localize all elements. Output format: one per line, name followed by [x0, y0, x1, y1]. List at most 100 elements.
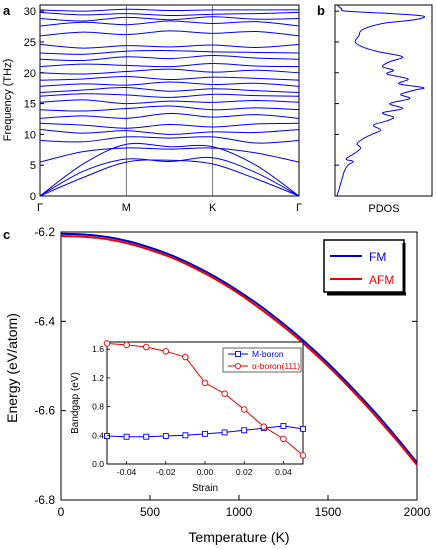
- panel-c-legend: FM AFM: [323, 239, 406, 296]
- panel-label-a: a: [3, 3, 11, 18]
- panel-label-b: b: [317, 3, 325, 18]
- phonon-band: [39, 136, 300, 144]
- phonon-band: [39, 142, 300, 197]
- energy-curve-afm: [60, 235, 418, 466]
- x-tick-label: 2000: [404, 505, 431, 519]
- phonon-band: [39, 81, 300, 87]
- phonon-band: [39, 50, 300, 55]
- inset-marker-square: [182, 432, 189, 439]
- inset-marker-circle: [240, 406, 248, 413]
- inset-marker-circle: [201, 379, 209, 387]
- inset-y-axis-label: Bandgap (eV): [70, 372, 81, 434]
- phonon-band: [39, 75, 300, 81]
- inset-marker-circle: [162, 348, 170, 355]
- inset-legend-label-m-boron: M-boron: [252, 349, 284, 359]
- inset-marker-square: [162, 433, 169, 439]
- panel-b-frame: [334, 4, 433, 197]
- x-tick-label: 500: [140, 505, 160, 519]
- x-tick-label: Γ: [37, 202, 43, 214]
- phonon-band: [39, 112, 300, 119]
- phonon-band: [39, 87, 300, 93]
- inset-x-tick-label: 0.00: [197, 467, 214, 477]
- inset-marker-square: [202, 430, 208, 437]
- y-tick-label: -6.6: [34, 404, 55, 418]
- x-tick-label: K: [209, 202, 217, 214]
- inset-marker-circle: [103, 340, 111, 347]
- inset-marker-square: [241, 427, 248, 434]
- y-tick-label: 25: [24, 37, 36, 49]
- phonon-band: [39, 99, 300, 105]
- phonon-band: [39, 128, 300, 135]
- phonon-band: [39, 11, 300, 16]
- inset-marker-circle: [280, 435, 287, 443]
- inset-marker-square: [143, 433, 150, 440]
- inset-legend-label-alpha-boron: α-boron(111): [252, 361, 300, 371]
- x-tick-label: M: [122, 202, 131, 214]
- phonon-band: [39, 156, 300, 197]
- inset-legend: M-boron α-boron(111): [222, 347, 302, 373]
- inset-y-tick-label: 1.6: [92, 344, 104, 354]
- phonon-band: [39, 147, 300, 163]
- y-tick-label: 20: [24, 68, 36, 80]
- inset-legend-marker: [235, 351, 241, 357]
- inset-marker-square: [123, 433, 130, 440]
- y-tick-label: -6.4: [34, 314, 55, 328]
- phonon-band: [39, 93, 300, 98]
- panel-c: -6.8 -6.6 -6.4 -6.2 0 500 1000 1500 2000 Temper…: [4, 225, 431, 545]
- phonon-band: [39, 55, 300, 62]
- inset-y-tick-label: 0.4: [92, 430, 104, 440]
- phonon-band: [39, 63, 300, 68]
- phonon-band: [39, 8, 300, 12]
- inset-marker-square: [221, 429, 228, 436]
- panel-c-x-axis-label: Temperature (K): [188, 529, 289, 545]
- panel-a-frame: [39, 4, 300, 197]
- phonon-band: [39, 43, 300, 49]
- panel-a: 0 5 10 15 20 25 30 Γ M K Γ Frequency (THz): [2, 4, 339, 214]
- panel-c-y-axis-label: Energy (eV/atom): [4, 313, 20, 423]
- phonon-band: [39, 16, 300, 22]
- y-tick-label: 30: [24, 6, 36, 18]
- pdos-curve: [336, 4, 426, 197]
- inset-marker-square: [280, 423, 287, 429]
- phonon-band: [39, 20, 300, 27]
- x-tick-label: 1500: [315, 505, 342, 519]
- phonon-band: [39, 30, 300, 37]
- legend-label-afm: AFM: [369, 273, 394, 287]
- panel-label-c: c: [3, 227, 10, 242]
- x-tick-label: 1000: [226, 505, 253, 519]
- inset-chart: 0.0 0.4 0.8 1.2 1.6 -0.04 -0.02 0.00 0.02 0.04 S…: [70, 340, 307, 494]
- inset-marker-circle: [142, 343, 150, 351]
- panel-a-y-axis-label: Frequency (THz): [2, 59, 14, 142]
- inset-x-tick-label: 0.04: [275, 467, 292, 477]
- inset-y-tick-label: 0.0: [92, 459, 104, 469]
- x-tick-label: Γ: [296, 202, 302, 214]
- x-tick-label: 0: [58, 505, 65, 519]
- inset-x-tick-label: -0.04: [117, 467, 137, 477]
- phonon-band: [39, 122, 300, 129]
- panel-b: PDOS: [334, 4, 433, 215]
- y-tick-label: 15: [24, 99, 36, 111]
- inset-x-axis-label: Strain: [192, 483, 218, 494]
- inset-marker-circle: [299, 452, 307, 459]
- inset-x-tick-label: 0.02: [236, 467, 253, 477]
- phonon-band: [39, 68, 300, 75]
- y-tick-label: 0: [30, 191, 36, 203]
- inset-marker-square: [104, 433, 110, 439]
- panel-b-x-axis-label: PDOS: [368, 203, 399, 215]
- y-tick-label: 10: [24, 129, 36, 141]
- inset-marker-square: [300, 425, 306, 432]
- y-tick-label: 5: [30, 160, 36, 172]
- phonon-band: [39, 159, 300, 197]
- inset-x-tick-label: -0.02: [156, 467, 176, 477]
- phonon-band: [39, 105, 300, 112]
- legend-frame: [323, 239, 405, 293]
- energy-curve-fm: [60, 232, 418, 464]
- y-tick-label: -6.8: [34, 493, 55, 507]
- inset-marker-circle: [182, 353, 189, 361]
- legend-label-fm: FM: [369, 250, 386, 264]
- y-tick-label: -6.2: [34, 225, 55, 239]
- inset-y-tick-label: 1.2: [92, 373, 104, 383]
- inset-marker-circle: [260, 423, 268, 430]
- inset-y-tick-label: 0.8: [92, 402, 104, 412]
